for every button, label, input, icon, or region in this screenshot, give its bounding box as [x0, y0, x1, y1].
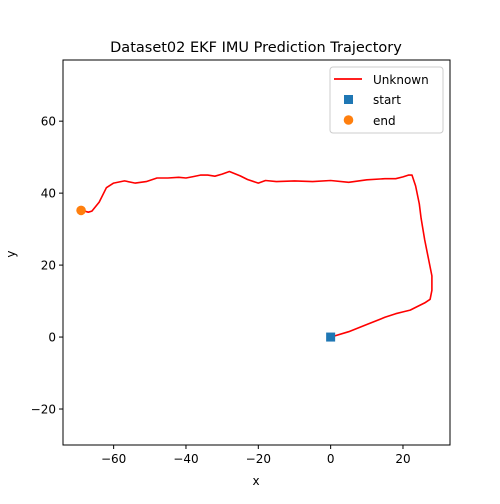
x-tick-label: −40: [173, 452, 198, 466]
series-line-0: [80, 170, 433, 338]
x-axis-label: x: [252, 474, 259, 488]
plot-area: −60 −40 −20 0 20 −20 0 20 40 60: [31, 59, 451, 466]
y-tick-label: 20: [41, 259, 56, 273]
x-tick-label: 20: [395, 452, 410, 466]
x-tick-label: 0: [327, 452, 335, 466]
legend-label-end: end: [373, 114, 396, 128]
x-tick-label: −60: [101, 452, 126, 466]
legend-square-swatch: [344, 95, 353, 104]
chart-title: Dataset02 EKF IMU Prediction Trajectory: [110, 40, 402, 56]
start-marker: [326, 332, 336, 342]
legend-box: [329, 66, 444, 134]
y-axis-label: y: [4, 250, 18, 257]
y-tick-label: −20: [31, 403, 56, 417]
legend-label-start: start: [373, 93, 401, 107]
y-tick-label: 0: [48, 331, 56, 345]
x-tick-label: −20: [246, 452, 271, 466]
legend-circle-swatch: [343, 115, 354, 125]
axes-frame: [62, 59, 451, 446]
legend-label-unknown: Unknown: [373, 73, 429, 87]
y-tick-label: 60: [41, 115, 56, 129]
y-tick-label: 40: [41, 187, 56, 201]
legend: Unknown start end: [329, 66, 444, 134]
end-marker: [76, 205, 86, 216]
